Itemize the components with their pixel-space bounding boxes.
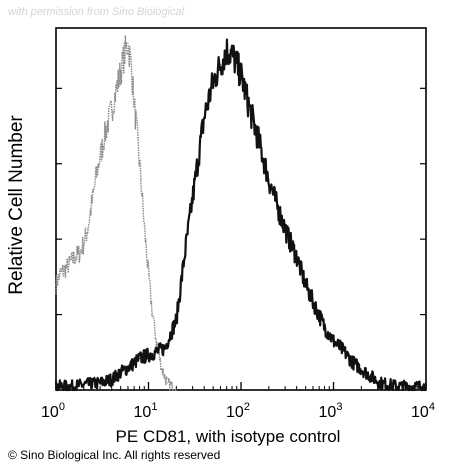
data-point	[343, 350, 345, 353]
data-point	[219, 63, 222, 66]
data-point	[136, 137, 139, 139]
data-point	[74, 256, 76, 258]
copyright-text: © Sino Biological Inc. All rights reserv…	[8, 448, 220, 462]
data-point	[151, 312, 154, 314]
data-point	[119, 371, 122, 374]
series-pe-cd81	[54, 38, 427, 392]
data-point	[175, 389, 178, 391]
data-point	[388, 383, 390, 386]
data-point	[138, 357, 141, 360]
data-point	[268, 179, 270, 181]
data-point	[304, 284, 307, 286]
data-point	[277, 207, 279, 209]
data-point	[83, 242, 85, 244]
data-point	[416, 385, 418, 388]
data-point	[249, 109, 251, 111]
series-layer	[54, 35, 427, 392]
data-point	[379, 382, 382, 384]
data-point	[286, 235, 289, 237]
x-tick-label: 102	[226, 401, 250, 421]
data-point	[360, 368, 363, 370]
data-point	[295, 256, 298, 258]
data-point	[212, 81, 214, 83]
data-point	[369, 375, 372, 377]
data-point	[425, 385, 427, 388]
x-tick-label: 100	[41, 401, 65, 421]
data-point	[92, 196, 94, 199]
x-axis-label: PE CD81, with isotype control	[116, 427, 341, 446]
data-point	[59, 273, 61, 276]
data-point	[175, 319, 178, 321]
data-point	[119, 70, 122, 73]
data-point	[147, 273, 150, 276]
data-point	[163, 347, 166, 349]
data-point	[123, 53, 126, 55]
data-point	[161, 368, 163, 370]
data-point	[110, 109, 113, 111]
data-point	[133, 102, 135, 104]
data-point	[110, 378, 113, 381]
data-point	[351, 361, 354, 363]
x-tick-label: 103	[319, 401, 343, 421]
watermark-text: with permission from Sino Biological	[8, 6, 185, 18]
data-point	[83, 383, 85, 386]
y-axis-ticks	[56, 87, 426, 316]
x-axis-ticks: 100 101 102 103 104	[41, 382, 435, 421]
data-point	[171, 385, 173, 388]
data-point	[115, 88, 118, 90]
data-point	[259, 144, 261, 146]
histogram-line-isotype-control	[55, 35, 177, 391]
data-point	[127, 42, 129, 45]
data-point	[397, 385, 399, 388]
data-point	[62, 270, 65, 272]
data-point	[106, 123, 109, 125]
data-point	[240, 74, 242, 76]
data-point	[96, 168, 99, 171]
data-point	[203, 116, 205, 118]
data-point	[156, 350, 159, 353]
data-point	[147, 354, 150, 356]
data-point	[323, 326, 326, 328]
data-point	[184, 249, 187, 251]
data-point	[78, 252, 81, 255]
data-point	[130, 364, 132, 367]
data-point	[231, 53, 233, 55]
data-point	[71, 385, 74, 388]
data-point	[194, 179, 197, 181]
data-point	[314, 305, 316, 307]
data-point	[407, 385, 410, 388]
data-point	[225, 49, 228, 52]
data-point	[143, 224, 146, 227]
x-tick-label: 101	[134, 401, 158, 421]
data-point	[86, 228, 89, 230]
data-point	[166, 382, 169, 384]
y-axis-label: Relative Cell Number	[6, 115, 27, 295]
data-point	[99, 382, 101, 384]
data-point	[140, 179, 142, 181]
data-point	[332, 340, 335, 342]
x-tick-label: 104	[411, 401, 435, 421]
data-point	[55, 284, 57, 286]
histogram-line-pe-cd81	[54, 38, 427, 392]
data-point	[101, 144, 104, 146]
series-isotype-control	[55, 35, 178, 391]
data-point	[130, 63, 132, 66]
data-point	[68, 263, 71, 265]
data-point	[55, 385, 57, 388]
